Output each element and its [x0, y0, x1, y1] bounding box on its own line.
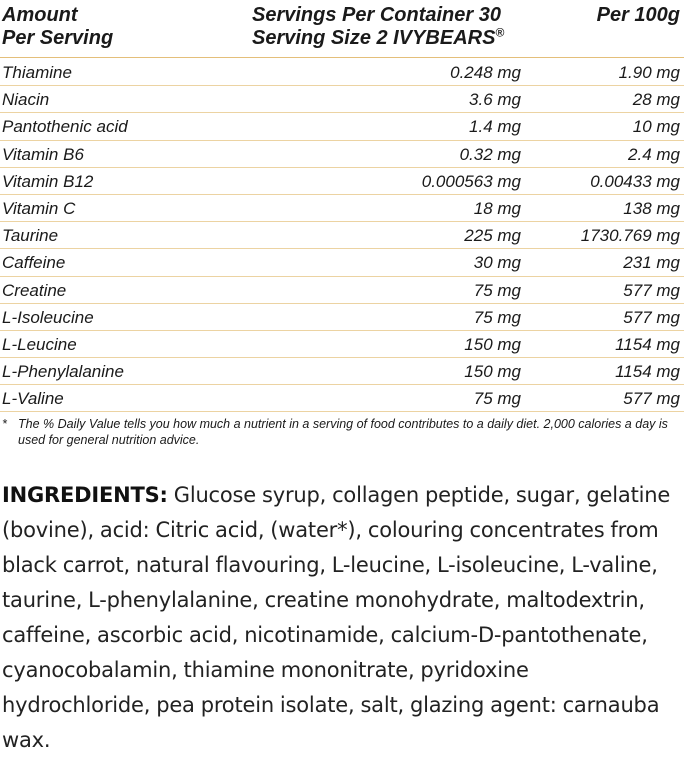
amount-per-100g: 577 mg — [623, 307, 680, 327]
ingredients-paragraph: INGREDIENTS: Glucose syrup, collagen pep… — [2, 478, 682, 758]
amount-per-100g: 231 mg — [623, 253, 680, 273]
nutrient-name: L-Leucine — [2, 334, 77, 354]
amount-per-serving: 0.248 mg — [450, 63, 521, 82]
amount-per-serving: 30 mg — [473, 253, 521, 273]
amount-per-serving: 18 mg — [473, 198, 521, 218]
amount-per-serving: 3.6 mg — [469, 90, 521, 110]
amount-per-100g: 1.90 mg — [618, 63, 680, 82]
ingredients-text: Glucose syrup, collagen peptide, sugar, … — [2, 483, 671, 752]
amount-per-serving: 1.4 mg — [469, 117, 521, 137]
ingredients-label: INGREDIENTS: — [2, 483, 168, 507]
amount-per-serving: 75 mg — [473, 280, 521, 300]
amount-per-100g: 2.4 mg — [628, 144, 680, 164]
footnote-marker: * — [2, 417, 7, 431]
table-row: Thiamine 0.248 mg 1.90 mg — [0, 59, 684, 87]
table-row: Vitamin B12 0.000563 mg 0.00433 mg — [0, 168, 684, 195]
amount-per-serving: 0.32 mg — [459, 144, 521, 164]
nutrient-name: Pantothenic acid — [2, 117, 128, 137]
nutrient-name: Taurine — [2, 226, 59, 246]
table-row: Pantothenic acid 1.4 mg 10 mg — [0, 113, 684, 141]
amount-per-serving: 150 mg — [464, 334, 521, 354]
amount-per-100g: 0.00433 mg — [590, 171, 680, 191]
per-100g-heading: Per 100g — [596, 4, 680, 26]
nutrient-name: Caffeine — [2, 253, 66, 273]
amount-per-100g: 1154 mg — [615, 362, 680, 382]
table-row: Caffeine 30 mg 231 mg — [0, 249, 684, 277]
daily-value-footnote: * The % Daily Value tells you how much a… — [2, 416, 678, 448]
amount-per-serving: 75 mg — [473, 389, 521, 409]
footnote-text: The % Daily Value tells you how much a n… — [18, 417, 668, 447]
nutrient-name: L-Phenylalanine — [2, 362, 124, 382]
amount-per-serving: 225 mg — [464, 226, 521, 246]
table-row: Vitamin B6 0.32 mg 2.4 mg — [0, 141, 684, 168]
amount-heading-line1: Amount — [2, 4, 78, 26]
nutrient-name: L-Isoleucine — [2, 307, 94, 327]
amount-per-100g: 1154 mg — [615, 334, 680, 354]
servings-per-container: Servings Per Container 30 — [252, 4, 501, 26]
table-row: Taurine 225 mg 1730.769 mg — [0, 222, 684, 250]
amount-per-100g: 577 mg — [623, 389, 680, 409]
table-row: L-Isoleucine 75 mg 577 mg — [0, 304, 684, 331]
nutrient-name: Niacin — [2, 90, 50, 110]
nutrient-table: Thiamine 0.248 mg 1.90 mg Niacin 3.6 mg 28 mg… — [0, 59, 684, 413]
amount-per-serving-heading: Amount Per Serving — [2, 4, 222, 50]
amount-per-serving: 0.000563 mg — [421, 171, 521, 191]
serving-size-line: Serving Size 2 IVYBEARS® — [252, 25, 552, 50]
table-row: L-Valine 75 mg 577 mg — [0, 385, 684, 413]
registered-mark: ® — [495, 25, 505, 40]
serving-size: Serving Size 2 IVYBEARS — [252, 27, 496, 49]
table-row: L-Phenylalanine 150 mg 1154 mg — [0, 358, 684, 386]
serving-info-heading: Servings Per Container 30 Serving Size 2… — [252, 4, 552, 50]
nutrient-name: Vitamin C — [2, 198, 76, 218]
nutrient-name: Thiamine — [2, 63, 72, 82]
nutrient-name: Vitamin B6 — [2, 144, 84, 164]
amount-per-100g: 577 mg — [623, 280, 680, 300]
nutrient-name: Creatine — [2, 280, 67, 300]
table-row: Vitamin C 18 mg 138 mg — [0, 195, 684, 223]
amount-heading-line2: Per Serving — [2, 27, 114, 49]
table-row: L-Leucine 150 mg 1154 mg — [0, 331, 684, 359]
nutrient-name: L-Valine — [2, 389, 64, 409]
amount-per-100g: 1730.769 mg — [580, 226, 680, 246]
amount-per-serving: 150 mg — [464, 362, 521, 382]
amount-per-100g: 28 mg — [632, 90, 680, 110]
table-row: Niacin 3.6 mg 28 mg — [0, 86, 684, 114]
table-row: Creatine 75 mg 577 mg — [0, 277, 684, 304]
header-divider — [0, 57, 684, 58]
table-header: Amount Per Serving Servings Per Containe… — [0, 4, 684, 56]
amount-per-100g: 10 mg — [632, 117, 680, 137]
nutrient-name: Vitamin B12 — [2, 171, 94, 191]
amount-per-100g: 138 mg — [623, 198, 680, 218]
amount-per-serving: 75 mg — [473, 307, 521, 327]
